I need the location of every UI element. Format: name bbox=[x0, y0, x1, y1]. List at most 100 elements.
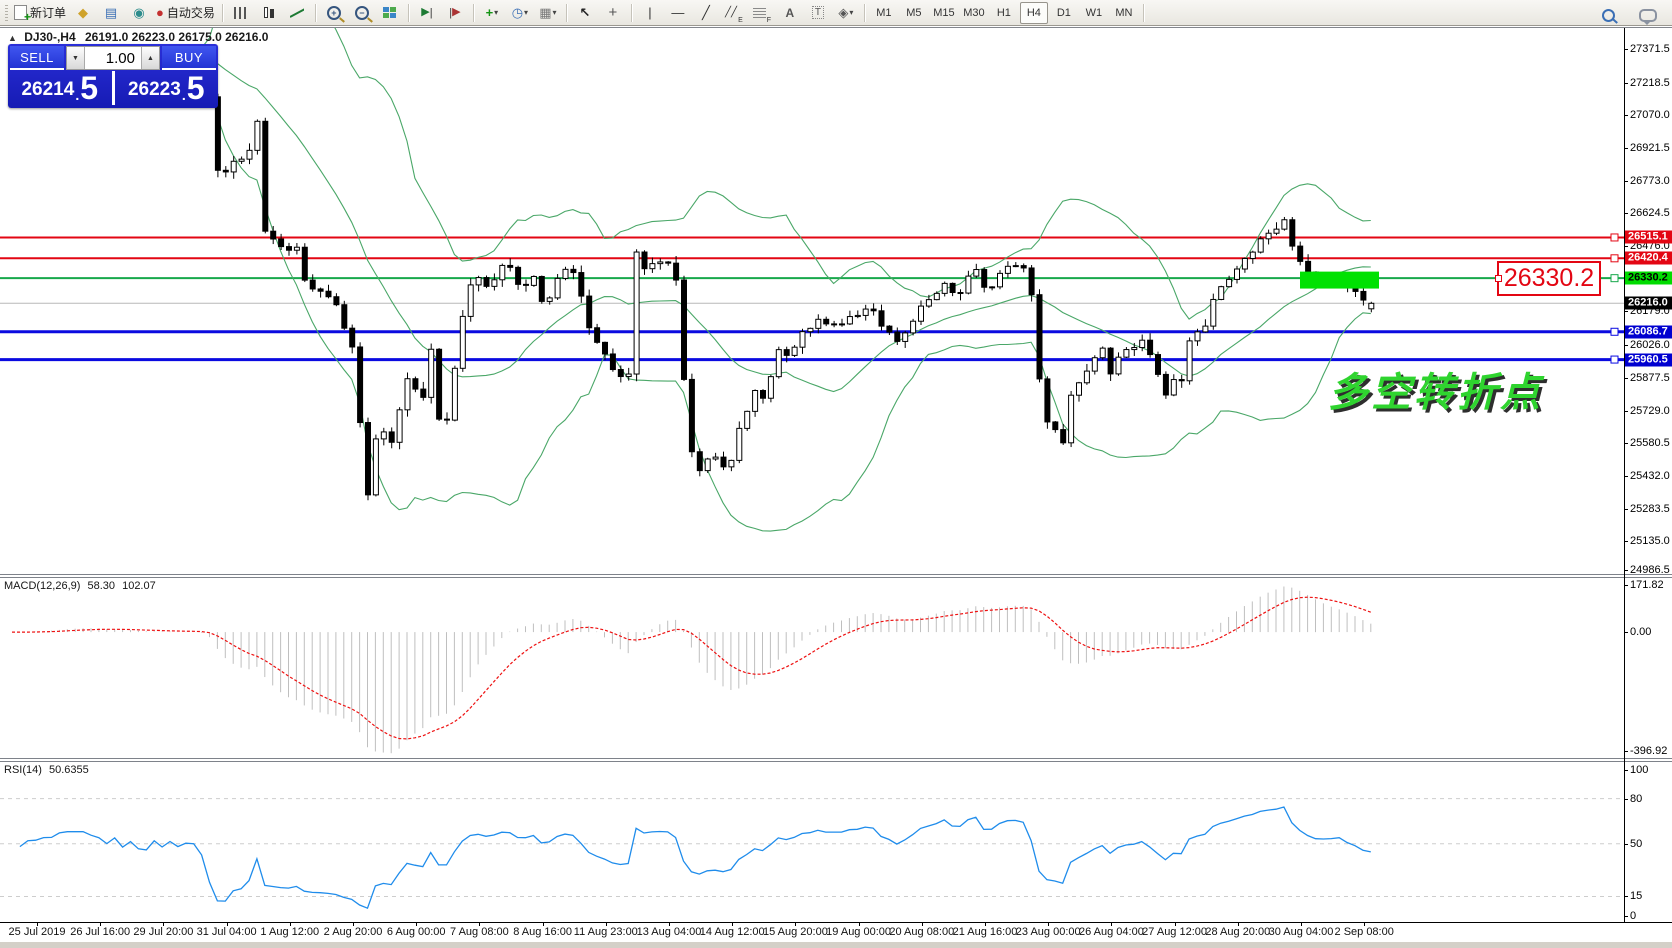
chevron-down-icon: ▾ bbox=[494, 8, 499, 17]
shapes-button[interactable]: ◈ ▾ bbox=[832, 1, 860, 25]
timeframe-m1[interactable]: M1 bbox=[876, 6, 892, 19]
pane-separator[interactable] bbox=[0, 574, 1672, 575]
candlestick-icon bbox=[263, 7, 274, 18]
templates-icon: ▦ bbox=[539, 5, 552, 20]
new-order-label: 新订单 bbox=[30, 6, 67, 20]
profiles-icon: ▤ bbox=[104, 5, 118, 20]
volume-increase-button[interactable]: ▲ bbox=[141, 47, 159, 69]
buy-price[interactable]: 26223. 5 bbox=[127, 70, 205, 106]
channel-icon: ╱╱ bbox=[725, 6, 738, 18]
vertical-line-button[interactable]: | bbox=[636, 1, 664, 25]
buy-price-main: 26223 bbox=[127, 79, 181, 100]
indicators-button[interactable]: + ▾ bbox=[478, 1, 506, 25]
indicators-icon: + bbox=[485, 5, 494, 20]
shapes-icon: ◈ bbox=[838, 5, 849, 20]
zoom-out-button[interactable]: − bbox=[348, 1, 376, 25]
rsi-label: RSI(14) 50.6355 bbox=[4, 764, 89, 776]
horizontal-line-button[interactable]: — bbox=[664, 1, 692, 25]
chart-shift-icon: ▶ bbox=[452, 6, 461, 18]
symbol-period: DJ30-,H4 bbox=[24, 30, 76, 44]
toolbar-right bbox=[1594, 3, 1662, 27]
signals-button[interactable]: ◉ bbox=[125, 1, 153, 25]
cursor-button[interactable]: ↖ bbox=[571, 1, 599, 25]
periods-button[interactable]: ◷ ▾ bbox=[506, 1, 534, 25]
macd-main-value: 58.30 bbox=[87, 580, 116, 592]
toolbar-separator bbox=[565, 3, 567, 22]
chevron-down-icon: ▾ bbox=[552, 8, 557, 17]
zoom-in-icon: + bbox=[326, 5, 341, 20]
collapse-panel-icon[interactable]: ▲ bbox=[8, 33, 17, 43]
volume-stepper: ▼ 1.00 ▲ bbox=[66, 46, 160, 70]
chat-button[interactable] bbox=[1634, 3, 1662, 27]
rsi-value: 50.6355 bbox=[48, 764, 89, 776]
auto-trading-button[interactable]: ● 自动交易 bbox=[153, 1, 218, 25]
expert-advisors-button[interactable]: ◆ bbox=[69, 1, 97, 25]
profiles-button[interactable]: ▤ bbox=[97, 1, 125, 25]
volume-decrease-button[interactable]: ▼ bbox=[67, 47, 85, 69]
search-button[interactable] bbox=[1594, 3, 1622, 27]
chat-icon bbox=[1639, 8, 1657, 25]
auto-trading-icon: ● bbox=[156, 5, 164, 20]
sell-price[interactable]: 26214. 5 bbox=[8, 71, 115, 105]
channel-button[interactable]: ╱╱ E bbox=[725, 6, 743, 24]
vertical-line-icon: | bbox=[648, 5, 652, 20]
buy-button[interactable]: BUY bbox=[162, 46, 216, 70]
sell-button[interactable]: SELL bbox=[10, 46, 64, 70]
price-callout[interactable]: 26330.2 bbox=[1495, 261, 1601, 296]
chinese-annotation[interactable]: 多空转折点 bbox=[1328, 371, 1543, 415]
pane-separator[interactable] bbox=[0, 577, 1672, 578]
trendline-icon: ╱ bbox=[701, 5, 710, 20]
toolbar-separator bbox=[314, 3, 316, 22]
chart-title: ▲ DJ30-,H4 26191.0 26223.0 26175.0 26216… bbox=[8, 30, 268, 44]
timeframe-h4[interactable]: H4 bbox=[1019, 1, 1048, 24]
text-button[interactable]: A bbox=[776, 1, 804, 25]
fibonacci-icon bbox=[752, 7, 766, 18]
text-label-button[interactable]: T bbox=[804, 1, 832, 25]
templates-button[interactable]: ▦ ▾ bbox=[534, 1, 562, 25]
toolbar-separator bbox=[863, 3, 865, 22]
toolbar-separator bbox=[221, 3, 223, 22]
volume-value[interactable]: 1.00 bbox=[85, 47, 141, 69]
candlestick-chart-button[interactable] bbox=[255, 1, 283, 25]
toolbar-separator bbox=[472, 3, 474, 22]
ohlc-values: 26191.0 26223.0 26175.0 26216.0 bbox=[84, 30, 269, 44]
macd-signal-value: 102.07 bbox=[122, 580, 156, 592]
sell-price-main: 26214 bbox=[21, 79, 75, 100]
auto-scroll-button[interactable]: ▶ | bbox=[421, 6, 433, 19]
macd-name: MACD(12,26,9) bbox=[4, 580, 81, 592]
text-icon: A bbox=[785, 5, 795, 20]
bar-chart-icon bbox=[234, 6, 248, 19]
search-icon bbox=[1601, 8, 1615, 22]
tile-windows-button[interactable] bbox=[376, 1, 404, 25]
price-axis-border bbox=[1624, 28, 1625, 922]
chart-shift-button[interactable]: | ▶ bbox=[449, 6, 461, 19]
cursor-icon: ↖ bbox=[579, 5, 591, 20]
zoom-in-button[interactable]: + bbox=[320, 1, 348, 25]
zoom-out-icon: − bbox=[354, 5, 369, 20]
timeframe-mn[interactable]: MN bbox=[1115, 6, 1133, 19]
toolbar-separator bbox=[630, 3, 632, 22]
crosshair-button[interactable]: + bbox=[599, 1, 627, 25]
timeframe-m5[interactable]: M5 bbox=[906, 6, 922, 19]
new-order-button[interactable]: + 新订单 bbox=[11, 1, 69, 25]
toolbar-separator bbox=[407, 3, 409, 22]
timeframe-d1[interactable]: D1 bbox=[1056, 6, 1071, 19]
timeframe-m15[interactable]: M15 bbox=[933, 6, 955, 19]
pane-separator[interactable] bbox=[0, 761, 1672, 762]
pane-separator[interactable] bbox=[0, 758, 1672, 759]
signals-icon: ◉ bbox=[133, 5, 145, 20]
toolbar-grip bbox=[5, 4, 8, 21]
timeframe-w1[interactable]: W1 bbox=[1085, 6, 1103, 19]
trendline-button[interactable]: ╱ bbox=[692, 1, 720, 25]
timeframe-h1[interactable]: H1 bbox=[996, 6, 1011, 19]
toolbar: + 新订单 ◆ ▤ ◉ ● 自动交易 + − ▶ | | ▶ + ▾ ◷ ▾ ▦ ▾ ↖ … bbox=[0, 0, 1672, 26]
macd-label: MACD(12,26,9) 58.30 102.07 bbox=[4, 580, 156, 592]
fibonacci-button[interactable]: F bbox=[748, 1, 776, 25]
tile-windows-icon bbox=[383, 7, 397, 18]
bar-chart-button[interactable] bbox=[227, 1, 255, 25]
timeframe-m30[interactable]: M30 bbox=[963, 6, 985, 19]
bottom-strip bbox=[0, 942, 1672, 948]
clock-icon: ◷ bbox=[511, 5, 524, 20]
buy-price-frac: 5 bbox=[186, 70, 205, 106]
